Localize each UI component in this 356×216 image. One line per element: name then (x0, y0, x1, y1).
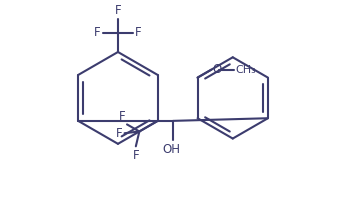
Text: F: F (135, 26, 142, 39)
Text: CH₃: CH₃ (236, 65, 256, 75)
Text: F: F (115, 4, 121, 17)
Text: F: F (94, 26, 101, 39)
Text: O: O (213, 63, 222, 76)
Text: F: F (116, 127, 122, 140)
Text: F: F (132, 149, 139, 162)
Text: F: F (119, 110, 125, 123)
Text: OH: OH (162, 143, 180, 156)
